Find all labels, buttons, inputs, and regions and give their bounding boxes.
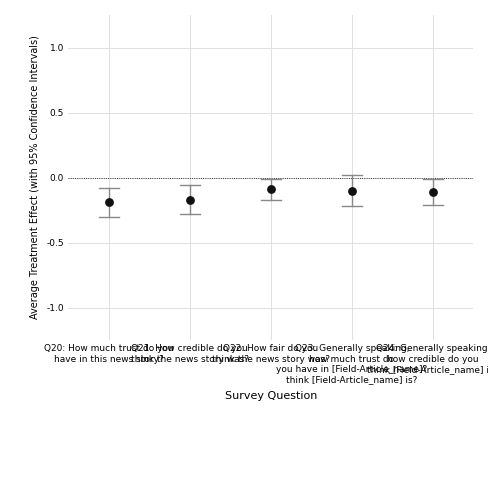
Point	[348, 186, 356, 194]
X-axis label: Survey Question: Survey Question	[224, 392, 317, 402]
Point	[429, 188, 437, 196]
Point	[105, 198, 113, 206]
Y-axis label: Average Treatment Effect (with 95% Confidence Intervals): Average Treatment Effect (with 95% Confi…	[30, 36, 40, 320]
Point	[267, 185, 275, 193]
Point	[186, 196, 194, 203]
